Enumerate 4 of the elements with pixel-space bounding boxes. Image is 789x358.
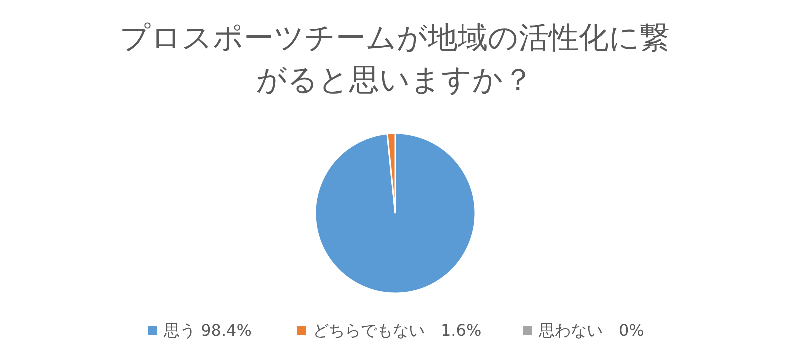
legend-label: どちらでもない 1.6% bbox=[313, 321, 482, 340]
legend-label: 思う 98.4% bbox=[163, 321, 252, 340]
legend-label: 思わない 0% bbox=[538, 321, 644, 340]
chart-title: プロスポーツチームが地域の活性化に繋がると思いますか？ bbox=[120, 21, 670, 98]
